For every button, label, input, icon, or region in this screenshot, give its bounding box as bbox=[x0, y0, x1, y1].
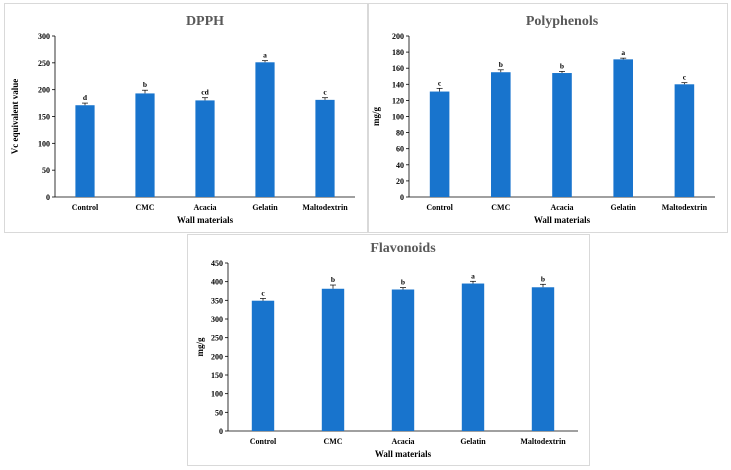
flavonoids-bar-acacia bbox=[391, 289, 415, 431]
flavonoids-significance-maltodextrin: b bbox=[541, 274, 545, 283]
polyphenols-bar-gelatin bbox=[613, 59, 633, 197]
flavonoids-chart: Flavonoids 0 50 100 150 200 250 300 350 400 450 mg/… bbox=[195, 241, 578, 459]
flavonoids-y-tick-label: 150 bbox=[211, 371, 223, 380]
polyphenols-y-tick-label: 20 bbox=[396, 177, 404, 186]
dpph-y-tick-label: 50 bbox=[42, 166, 50, 175]
polyphenols-chart-title: Polyphenols bbox=[526, 14, 599, 29]
flavonoids-bar-cmc bbox=[321, 288, 345, 431]
dpph-y-tick-label: 150 bbox=[38, 113, 50, 122]
dpph-y-tick-label: 300 bbox=[38, 32, 50, 41]
dpph-chart-title: DPPH bbox=[186, 14, 224, 29]
polyphenols-significance-cmc: b bbox=[499, 60, 503, 69]
flavonoids-significance-acacia: b bbox=[401, 278, 405, 287]
polyphenols-chart-panel: Polyphenols 0 20 40 60 80 100 120 140 160 180 200 mg… bbox=[368, 3, 728, 233]
polyphenols-category-gelatin: Gelatin bbox=[611, 203, 637, 212]
dpph-bar-control bbox=[75, 105, 95, 197]
polyphenols-significance-control: c bbox=[438, 78, 442, 87]
flavonoids-y-axis-label: mg/g bbox=[195, 337, 205, 356]
flavonoids-category-control: Control bbox=[250, 437, 277, 446]
flavonoids-y-tick-label: 300 bbox=[211, 315, 223, 324]
polyphenols-bar-cmc bbox=[491, 72, 511, 197]
flavonoids-y-tick-label: 350 bbox=[211, 296, 223, 305]
polyphenols-y-axis-label: mg/g bbox=[371, 107, 381, 126]
dpph-y-axis-label: Vc equivalent value bbox=[10, 79, 20, 155]
flavonoids-y-tick-label: 400 bbox=[211, 278, 223, 287]
flavonoids-x-axis-label: Wall materials bbox=[375, 449, 432, 459]
polyphenols-y-tick-label: 140 bbox=[392, 80, 404, 89]
dpph-significance-acacia: cd bbox=[201, 88, 209, 97]
polyphenols-chart: Polyphenols 0 20 40 60 80 100 120 140 160 180 200 mg… bbox=[371, 14, 715, 225]
flavonoids-chart-title: Flavonoids bbox=[370, 241, 436, 256]
flavonoids-bar-control bbox=[251, 300, 275, 431]
dpph-significance-cmc: b bbox=[143, 80, 147, 89]
flavonoids-chart-panel: Flavonoids 0 50 100 150 200 250 300 350 400 450 mg/… bbox=[187, 234, 590, 466]
dpph-x-axis-label: Wall materials bbox=[177, 215, 234, 225]
flavonoids-bar-gelatin bbox=[461, 283, 485, 431]
flavonoids-y-tick-label: 200 bbox=[211, 352, 223, 361]
polyphenols-y-tick-label: 80 bbox=[396, 129, 404, 138]
flavonoids-significance-control: c bbox=[261, 288, 265, 297]
dpph-category-control: Control bbox=[72, 203, 99, 212]
dpph-significance-gelatin: a bbox=[263, 51, 267, 60]
dpph-y-tick-label: 0 bbox=[46, 193, 50, 202]
polyphenols-category-maltodextrin: Maltodextrin bbox=[662, 203, 708, 212]
polyphenols-significance-maltodextrin: c bbox=[683, 73, 687, 82]
dpph-significance-control: d bbox=[83, 93, 88, 102]
dpph-bar-cmc bbox=[135, 93, 155, 197]
dpph-category-acacia: Acacia bbox=[193, 203, 216, 212]
dpph-chart-panel: DPPH 0 50 100 150 200 250 300 Vc equivalent valu… bbox=[4, 3, 368, 233]
polyphenols-y-tick-label: 60 bbox=[396, 145, 404, 154]
flavonoids-y-tick-label: 0 bbox=[219, 427, 223, 436]
dpph-bar-maltodextrin bbox=[315, 99, 335, 197]
flavonoids-y-tick-label: 450 bbox=[211, 259, 223, 268]
polyphenols-y-tick-label: 200 bbox=[392, 32, 404, 41]
dpph-chart: DPPH 0 50 100 150 200 250 300 Vc equivalent valu… bbox=[10, 14, 355, 225]
flavonoids-category-cmc: CMC bbox=[323, 437, 342, 446]
flavonoids-y-tick-label: 250 bbox=[211, 334, 223, 343]
polyphenols-bar-maltodextrin bbox=[674, 84, 695, 197]
polyphenols-y-tick-label: 0 bbox=[400, 193, 404, 202]
polyphenols-significance-gelatin: a bbox=[621, 48, 625, 57]
dpph-category-maltodextrin: Maltodextrin bbox=[302, 203, 348, 212]
polyphenols-x-axis-label: Wall materials bbox=[534, 215, 591, 225]
dpph-y-tick-label: 100 bbox=[38, 139, 50, 148]
polyphenols-category-control: Control bbox=[426, 203, 453, 212]
flavonoids-category-gelatin: Gelatin bbox=[460, 437, 486, 446]
flavonoids-significance-cmc: b bbox=[331, 275, 335, 284]
polyphenols-significance-acacia: b bbox=[560, 61, 564, 70]
polyphenols-y-tick-label: 40 bbox=[396, 161, 404, 170]
polyphenols-category-acacia: Acacia bbox=[550, 203, 573, 212]
polyphenols-bar-acacia bbox=[552, 73, 572, 197]
flavonoids-significance-gelatin: a bbox=[471, 271, 475, 280]
dpph-bar-acacia bbox=[195, 100, 215, 197]
dpph-bar-gelatin bbox=[255, 62, 275, 198]
dpph-y-tick-label: 200 bbox=[38, 86, 50, 95]
flavonoids-category-acacia: Acacia bbox=[391, 437, 414, 446]
flavonoids-y-tick-label: 50 bbox=[215, 408, 223, 417]
flavonoids-category-maltodextrin: Maltodextrin bbox=[520, 437, 566, 446]
flavonoids-y-tick-label: 100 bbox=[211, 390, 223, 399]
polyphenols-y-tick-label: 180 bbox=[392, 48, 404, 57]
dpph-category-cmc: CMC bbox=[135, 203, 154, 212]
polyphenols-y-tick-label: 100 bbox=[392, 113, 404, 122]
dpph-significance-maltodextrin: c bbox=[323, 88, 327, 97]
polyphenols-y-tick-label: 160 bbox=[392, 64, 404, 73]
polyphenols-y-tick-label: 120 bbox=[392, 96, 404, 105]
polyphenols-category-cmc: CMC bbox=[491, 203, 510, 212]
polyphenols-bar-control bbox=[429, 91, 450, 197]
dpph-y-tick-label: 250 bbox=[38, 59, 50, 68]
dpph-category-gelatin: Gelatin bbox=[252, 203, 278, 212]
flavonoids-bar-maltodextrin bbox=[531, 287, 555, 431]
